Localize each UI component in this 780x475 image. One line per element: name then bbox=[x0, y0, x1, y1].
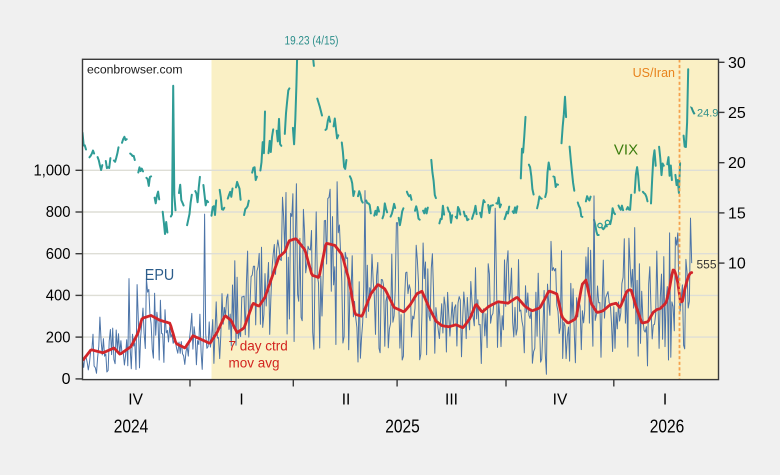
svg-text:30: 30 bbox=[728, 55, 746, 72]
svg-text:25: 25 bbox=[728, 105, 746, 122]
svg-text:10: 10 bbox=[728, 256, 746, 273]
svg-text:0: 0 bbox=[62, 371, 71, 388]
svg-text:2024: 2024 bbox=[114, 417, 149, 437]
svg-text:800: 800 bbox=[46, 204, 71, 221]
svg-text:24.9: 24.9 bbox=[697, 108, 718, 120]
svg-text:400: 400 bbox=[46, 288, 71, 305]
svg-text:2025: 2025 bbox=[385, 417, 420, 437]
svg-text:IV: IV bbox=[128, 392, 143, 409]
svg-text:mov avg: mov avg bbox=[229, 356, 280, 371]
svg-text:econbrowser.com: econbrowser.com bbox=[87, 63, 183, 77]
svg-text:I: I bbox=[239, 392, 243, 409]
svg-text:20: 20 bbox=[728, 155, 746, 172]
svg-text:VIX: VIX bbox=[614, 142, 638, 159]
svg-text:US/Iran: US/Iran bbox=[633, 66, 675, 80]
svg-text:19.23 (4/15): 19.23 (4/15) bbox=[285, 36, 339, 48]
svg-text:7 day ctrd: 7 day ctrd bbox=[229, 339, 288, 354]
svg-text:1,000: 1,000 bbox=[34, 163, 71, 180]
svg-text:EPU: EPU bbox=[145, 267, 175, 284]
svg-text:2026: 2026 bbox=[650, 417, 685, 437]
svg-text:IV: IV bbox=[553, 392, 568, 409]
svg-text:555: 555 bbox=[697, 258, 717, 272]
svg-text:III: III bbox=[445, 392, 458, 409]
svg-text:I: I bbox=[663, 392, 667, 409]
svg-text:15: 15 bbox=[728, 205, 746, 222]
svg-text:200: 200 bbox=[46, 329, 71, 346]
svg-text:600: 600 bbox=[46, 246, 71, 263]
svg-text:II: II bbox=[342, 392, 351, 409]
